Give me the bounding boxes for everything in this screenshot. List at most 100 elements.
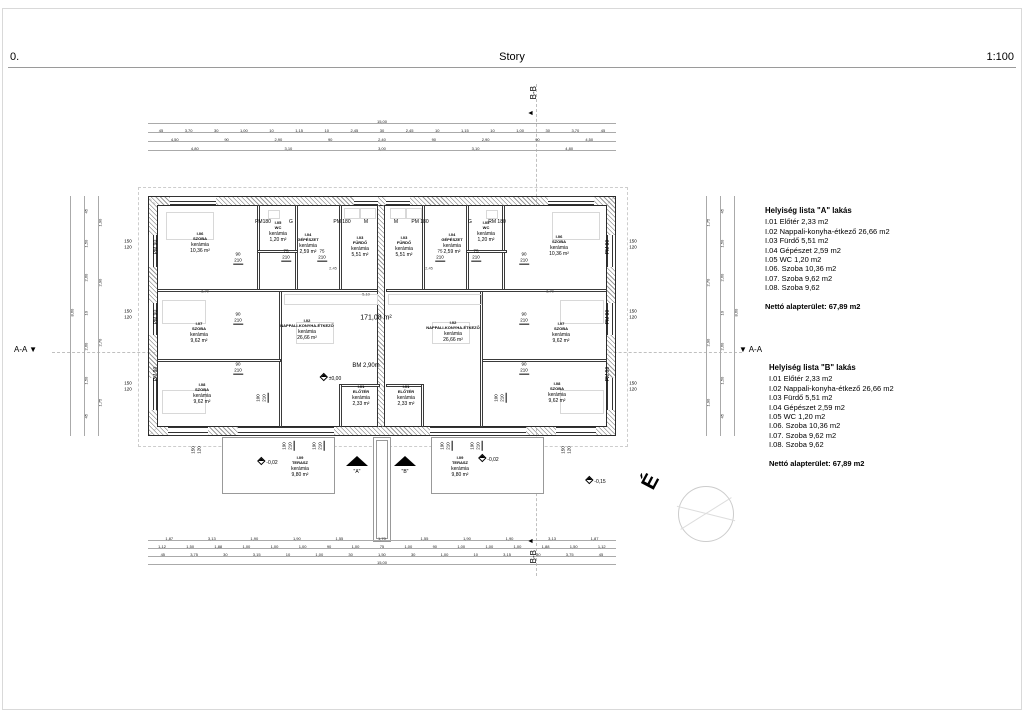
room-list-item: I.01 Előtér 2,33 m2 — [769, 374, 833, 384]
plan-annotation: ±0,00 — [321, 374, 341, 382]
window-size-label: 150 120 — [190, 446, 201, 454]
dimension-line: 45 1,50 2,60 10 2,60 1,50 45 — [84, 196, 89, 436]
door-size-label: 100 210 — [255, 393, 269, 403]
door-size-label: 90 210 — [233, 311, 243, 325]
room-list-b: Helyiség lista "B" lakás I.01 Előtér 2,3… — [769, 363, 1009, 468]
room-label: I.02 NAPPALI-KONYHA-ÉTKEZŐ kerámia 26,66… — [426, 320, 480, 343]
wall-type-label: G — [468, 219, 472, 225]
wall-type-label: PM 90 — [153, 239, 159, 255]
partition-wall — [482, 359, 607, 362]
plan-annotation: 5,10 — [362, 291, 370, 297]
section-arrow-icon: ◄ — [527, 538, 534, 545]
partition-wall — [466, 205, 469, 291]
room-list-a-total: Nettó alapterület: 67,89 m2 — [765, 301, 861, 311]
window — [148, 378, 157, 410]
wall-type-label: PM 180 — [411, 219, 429, 225]
door-size-label: 90 210 — [519, 251, 529, 265]
room-list-a-items: I.01 Előtér 2,33 m2 I.02 Nappali-konyha-… — [765, 217, 1005, 292]
furniture-bath-fixture — [360, 208, 376, 219]
room-label: I.08 SZOBA kerámia 9,62 m² — [548, 381, 566, 404]
sheet-frame — [2, 8, 1022, 710]
entrance-arrow-a-icon — [346, 456, 368, 466]
window — [170, 196, 216, 205]
plan-annotation: 2,45 — [329, 265, 337, 271]
story-index: 0. — [10, 51, 20, 63]
room-list-b-total: Nettó alapterület: 67,89 m2 — [769, 458, 865, 468]
dimension-line: 45 3,70 30 1,00 10 1,15 10 2,45 30 2,45 10 1,15 10 1,… — [148, 128, 616, 133]
room-list-a: Helyiség lista "A" lakás I.01 Előtér 2,3… — [765, 206, 1005, 311]
terrace-door — [238, 427, 334, 436]
furniture-bath-fixture — [406, 208, 422, 219]
header-divider — [8, 67, 1016, 68]
section-label-bb-top: B-B — [529, 86, 538, 100]
wall-type-label: PM 90 — [153, 309, 159, 325]
window-size-label: 150 120 — [124, 380, 132, 391]
furniture-kitchen-counter — [388, 294, 482, 305]
furniture-bath-fixture — [390, 208, 406, 219]
door-size-label: 90 210 — [519, 311, 529, 325]
plan-annotation: 2,45 — [425, 265, 433, 271]
dimension-line: 4,80 3,10 3,00 3,10 4,80 — [148, 146, 616, 151]
door-size-label: 75 210 — [317, 248, 327, 262]
partition-wall — [257, 250, 298, 253]
room-label: I.08 SZOBA kerámia 9,62 m² — [193, 382, 211, 405]
wall-type-label: PM 180 — [333, 219, 351, 225]
dimension-line: 8,60 — [70, 196, 75, 436]
page-title: Story — [499, 51, 525, 63]
window — [168, 427, 208, 436]
window — [148, 235, 157, 267]
wall-type-label: PM 90 — [605, 309, 611, 325]
room-list-b-title: Helyiség lista "B" lakás — [769, 363, 856, 372]
furniture-bed — [162, 390, 206, 414]
plan-annotation: -0,02 — [258, 458, 277, 466]
door-size-label: 190 210 — [469, 441, 483, 451]
partition-wall — [157, 289, 378, 292]
wall-type-label: G — [289, 219, 293, 225]
party-wall — [377, 205, 385, 427]
door-size-label: 190 210 — [281, 441, 295, 451]
room-list-item: I.02 Nappali-konyha-étkező 26,66 m2 — [769, 383, 894, 393]
wall-type-label: PM 90 — [605, 366, 611, 382]
partition-wall — [422, 205, 425, 291]
entrance-label-b: "B" — [401, 469, 409, 475]
dimension-line: 45 3,75 30 3,15 10 1,00 30 1,50 30 1,00 10 3,15 30 3,… — [148, 552, 616, 557]
dimension-line: 1,873,131,901,901,551,701,551,901,903,13… — [148, 536, 616, 541]
room-list-b-items: I.01 Előtér 2,33 m2 I.02 Nappali-konyha-… — [769, 374, 1009, 449]
room-list-item: I.01 Előtér 2,33 m2 — [765, 217, 829, 227]
partition-wall — [257, 205, 260, 291]
dimension-line: 4,50 90 2,90 90 2,40 90 2,90 90 4,50 — [148, 137, 616, 142]
dimension-line: 8,60 — [734, 196, 739, 436]
room-label: I.09 TERASZ kerámia 9,80 m² — [451, 455, 469, 478]
furniture-bed — [560, 390, 604, 414]
room-label: I.09 TERASZ kerámia 9,80 m² — [291, 455, 309, 478]
room-label: I.05 WC kerámia 1,20 m² — [477, 220, 495, 243]
room-label: I.01 ELŐTÉR kerámia 2,33 m² — [397, 384, 415, 407]
room-label: I.06 SZOBA kerámia 10,36 m² — [549, 234, 569, 257]
walkway-inner — [376, 440, 388, 539]
partition-wall — [339, 205, 342, 291]
window — [354, 196, 378, 205]
section-label: A-A — [748, 345, 763, 354]
room-label: I.01 ELŐTÉR kerámia 2,33 m² — [352, 384, 370, 407]
furniture-wc-fixture — [486, 210, 498, 219]
room-label: I.03 FÜRDŐ kerámia 5,51 m² — [395, 235, 413, 258]
compass-chord — [680, 497, 732, 530]
wall-type-label: M — [393, 219, 399, 225]
dimension-line: 1,12 1,50 1,88 1,00 1,00 1,00 90 1,00 75 1,00 90 1,… — [148, 544, 616, 549]
room-label: I.05 WC kerámia 1,20 m² — [269, 220, 287, 243]
wall-type-label: PM180 — [255, 219, 271, 225]
window — [386, 196, 410, 205]
dimension-line: 45 1,50 2,60 10 2,60 1,50 45 — [720, 196, 725, 436]
room-label: I.04 GÉPÉSZET kerámia 2,59 m² — [441, 232, 463, 255]
door-size-label: 190 210 — [439, 441, 453, 451]
section-marker-aa-left: A-A ▼ — [14, 345, 37, 354]
partition-wall — [466, 250, 507, 253]
room-label: I.02 NAPPALI-KONYHA-ÉTKEZŐ kerámia 26,66… — [280, 318, 334, 341]
furniture-table — [432, 322, 470, 344]
wall-type-label: PM 90 — [605, 239, 611, 255]
window-size-label: 150 120 — [124, 308, 132, 319]
room-list-item: I.03 Fürdő 5,51 m2 — [769, 393, 833, 403]
partition-wall — [339, 384, 342, 427]
furniture-table — [296, 322, 334, 344]
room-list-item: I.05 WC 1,20 m2 — [769, 412, 826, 422]
